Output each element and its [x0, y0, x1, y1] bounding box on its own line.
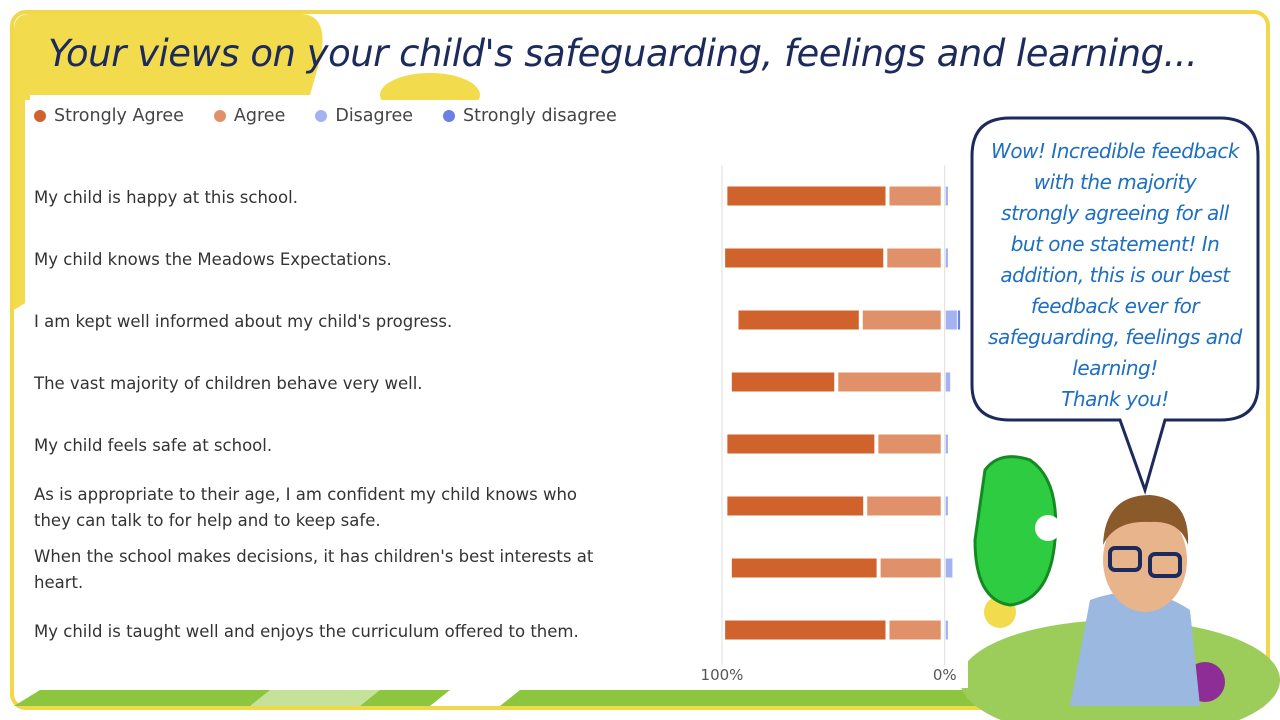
bubble-line: but one statement! In — [1010, 232, 1220, 256]
bar-segment — [887, 248, 941, 268]
bar-segment — [862, 310, 941, 330]
bar-segment — [867, 496, 941, 516]
category-text: My child is taught well and enjoys the c… — [34, 622, 579, 641]
category-text: When the school makes decisions, it has … — [34, 547, 594, 592]
strip — [14, 690, 450, 706]
bar-segment — [731, 558, 877, 578]
bar-segment — [838, 372, 941, 392]
bar-segment — [880, 558, 941, 578]
bubble-line: Wow! Incredible feedback — [991, 139, 1239, 163]
bubble-line: feedback ever for — [1030, 294, 1200, 318]
category-label: As is appropriate to their age, I am con… — [34, 480, 594, 536]
bar-segment — [957, 310, 961, 330]
category-text: The vast majority of children behave ver… — [34, 374, 423, 393]
bar-segment — [725, 620, 886, 640]
legend-label: Strongly Agree — [54, 106, 184, 126]
bar-segment — [738, 310, 859, 330]
category-text: My child knows the Meadows Expectations. — [34, 250, 392, 269]
bar-segment — [945, 186, 948, 206]
category-label: My child is taught well and enjoys the c… — [34, 604, 594, 660]
bar-segment — [945, 372, 951, 392]
avatar-face — [1103, 508, 1187, 612]
category-label: When the school makes decisions, it has … — [34, 542, 594, 598]
category-label: I am kept well informed about my child's… — [34, 294, 594, 350]
strip — [500, 690, 1000, 706]
bar-segment — [889, 620, 941, 640]
legend: Strongly Agree Agree Disagree Strongly disa… — [34, 106, 617, 126]
bubble-line: addition, this is our best — [1000, 263, 1230, 287]
avatar-shirt — [1070, 592, 1200, 706]
legend-label: Strongly disagree — [462, 106, 617, 126]
bar-segment — [727, 186, 886, 206]
bar-segment — [889, 186, 941, 206]
legend-item: Disagree — [315, 106, 413, 126]
legend-label: Disagree — [335, 106, 413, 126]
title: Your views on your child's safeguarding,… — [48, 32, 1198, 75]
bubble-line: safeguarding, feelings and — [988, 325, 1242, 349]
bar-segment — [725, 248, 884, 268]
category-text: My child feels safe at school. — [34, 436, 273, 455]
bar-segment — [731, 372, 835, 392]
bar-segment — [945, 310, 957, 330]
legend-swatch — [442, 110, 455, 122]
x-tick-label: 100% — [700, 666, 744, 684]
bar-segment — [945, 248, 948, 268]
foam-hand — [973, 455, 1058, 607]
bar-segment — [727, 434, 875, 454]
avatar-glasses — [1148, 552, 1182, 578]
foam-hand-hole — [1035, 515, 1061, 541]
legend-item: Strongly Agree — [34, 106, 184, 126]
legend-item: Strongly disagree — [442, 106, 617, 126]
bubble-line: with the majority — [1033, 170, 1197, 194]
legend-item: Agree — [213, 106, 286, 126]
category-label: The vast majority of children behave ver… — [34, 356, 594, 412]
category-label: My child is happy at this school. — [34, 170, 594, 226]
bar-segment — [945, 434, 948, 454]
bar-segment — [945, 620, 948, 640]
blob — [14, 14, 323, 95]
legend-swatch — [315, 110, 328, 122]
bar-segment — [727, 496, 864, 516]
bar-segment — [945, 496, 948, 516]
bar-segment — [878, 434, 941, 454]
category-text: My child is happy at this school. — [34, 188, 298, 207]
avatar-hair — [1103, 495, 1189, 545]
x-tick-label: 0% — [932, 666, 957, 684]
chart — [721, 165, 961, 665]
bubble-line: Thank you! — [1061, 387, 1169, 411]
strip — [250, 690, 380, 706]
bubble-text: Wow! Incredible feedback with the majorit… — [978, 136, 1252, 415]
legend-label: Agree — [233, 106, 286, 126]
legend-swatch — [34, 110, 46, 122]
category-text: As is appropriate to their age, I am con… — [34, 485, 578, 530]
category-label: My child feels safe at school. — [34, 418, 594, 474]
speech-bubble — [970, 116, 1260, 495]
legend-swatch — [213, 110, 226, 122]
category-text: I am kept well informed about my child's… — [34, 312, 453, 331]
bar-segment — [945, 558, 953, 578]
bubble-line: strongly agreeing for all — [1001, 201, 1229, 225]
bubble-line: learning! — [1072, 356, 1158, 380]
avatar-glasses — [1108, 546, 1142, 572]
category-label: My child knows the Meadows Expectations. — [34, 232, 594, 288]
